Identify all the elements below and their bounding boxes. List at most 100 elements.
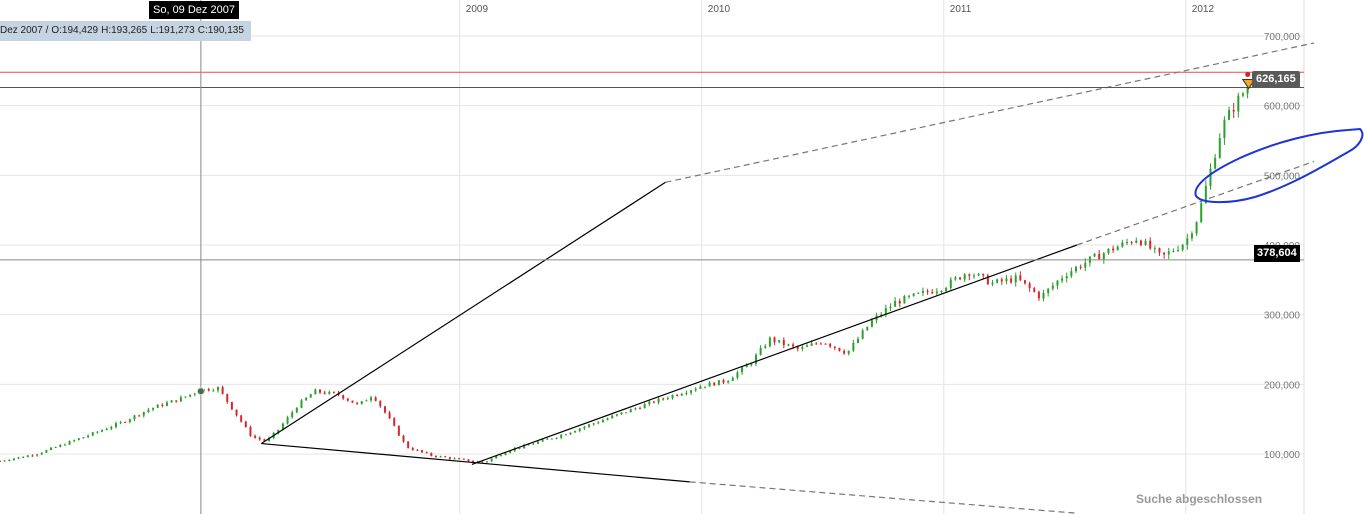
grid (0, 0, 1305, 514)
candle-up (309, 394, 312, 398)
candle-up (1228, 109, 1231, 120)
candle-up (731, 377, 734, 381)
candle-down (652, 401, 655, 403)
candle-down (407, 441, 410, 449)
candle-up (499, 455, 502, 457)
candle-up (601, 420, 604, 423)
candle-down (244, 421, 247, 427)
candle-up (764, 346, 767, 348)
candle-down (263, 439, 266, 442)
candle-down (1149, 240, 1152, 249)
candle-up (101, 430, 104, 432)
candle-down (662, 398, 665, 400)
ohlc-low: L:191,273 (150, 25, 195, 36)
candle-up (685, 392, 688, 394)
candle-up (940, 291, 943, 293)
candle-down (240, 415, 243, 422)
candle-up (768, 337, 771, 347)
last-price-badge: 626,165 (1252, 71, 1300, 88)
candle-up (666, 398, 669, 400)
candle-down (0, 460, 1, 462)
y-tick-label: 100,000 (1264, 450, 1301, 461)
candle-up (870, 320, 873, 327)
candle-up (611, 415, 614, 419)
candle-down (356, 402, 359, 404)
candle-up (527, 444, 530, 446)
candle-up (189, 394, 192, 397)
candle-up (1056, 280, 1059, 286)
candle-up (1246, 87, 1249, 94)
candle-down (434, 455, 437, 457)
candle-up (555, 437, 558, 439)
candle-down (230, 401, 233, 410)
candle-down (323, 392, 326, 394)
candle-up (671, 395, 674, 399)
candle-up (314, 389, 317, 395)
candle-up (523, 444, 526, 449)
candle-up (179, 397, 182, 402)
candle-down (773, 337, 776, 343)
candle-up (26, 455, 29, 458)
candle-up (147, 409, 150, 412)
candle-up (68, 441, 71, 445)
candle-down (713, 382, 716, 386)
candle-up (142, 411, 145, 416)
candle-up (690, 390, 693, 393)
candle-up (114, 423, 117, 428)
candle-up (54, 446, 57, 448)
candle-down (249, 426, 252, 436)
candles (0, 80, 1249, 463)
candle-up (1177, 249, 1180, 251)
candle-up (810, 343, 813, 346)
candle-up (778, 340, 781, 343)
candle-up (1051, 285, 1054, 289)
candle-up (963, 274, 966, 280)
candle-up (1181, 244, 1184, 250)
candle-up (750, 363, 753, 366)
y-tick-label: 200,000 (1264, 380, 1301, 391)
candle-up (532, 443, 535, 445)
candle-down (639, 408, 642, 410)
candle-down (1033, 288, 1036, 292)
candle-up (643, 404, 646, 409)
last-bar-marker-icon (1241, 78, 1256, 90)
candle-down (379, 400, 382, 407)
candle-up (680, 393, 683, 396)
candle-up (754, 354, 757, 364)
candle-up (1121, 242, 1124, 247)
y-tick-label: 500,000 (1264, 171, 1301, 182)
candle-down (819, 343, 822, 345)
candle-up (634, 408, 637, 410)
candle-down (824, 343, 827, 345)
candle-down (430, 453, 433, 456)
candle-down (1037, 291, 1040, 299)
candle-down (1139, 240, 1142, 245)
ohlc-open: O:194,429 (51, 25, 99, 36)
candle-up (1126, 242, 1129, 244)
candle-down (444, 456, 447, 458)
x-tick-label: 2011 (950, 4, 972, 15)
candle-up (1153, 248, 1156, 250)
candle-down (458, 458, 461, 460)
candle-down (1112, 248, 1115, 251)
candle-up (133, 415, 136, 420)
cursor-date-label: So, 09 Dez 2007 (149, 1, 239, 19)
candle-down (124, 422, 127, 424)
candle-up (1204, 185, 1207, 204)
candle-up (1042, 293, 1045, 299)
candle-up (625, 412, 628, 414)
candle-down (982, 273, 985, 276)
candle-up (620, 412, 623, 415)
candle-down (959, 277, 962, 280)
candle-up (277, 429, 280, 433)
trendline-extension (689, 481, 1077, 514)
candle-up (165, 402, 168, 406)
candle-down (346, 398, 349, 401)
candle-up (36, 454, 39, 456)
y-tick-label: 600,000 (1264, 102, 1301, 113)
candle-down (138, 415, 141, 417)
candle-down (1019, 275, 1022, 281)
candle-up (894, 300, 897, 307)
candle-up (305, 397, 308, 401)
